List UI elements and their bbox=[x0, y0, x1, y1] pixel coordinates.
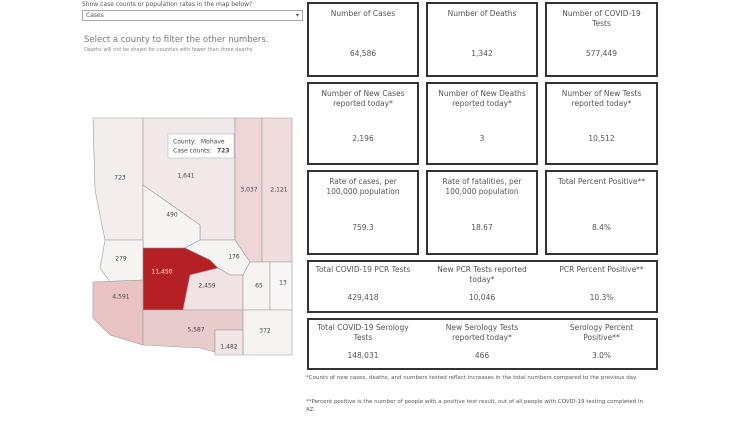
tile-value: 466 bbox=[474, 351, 490, 360]
tooltip-label: Case counts: bbox=[173, 148, 212, 155]
tile: New PCR Tests reported today* 10,046 bbox=[426, 260, 538, 313]
county-label: 2,459 bbox=[198, 283, 215, 290]
tile-title: Number of Cases bbox=[330, 9, 396, 18]
county-label: 279 bbox=[115, 256, 127, 263]
county-label: 372 bbox=[259, 328, 271, 335]
county-label: 176 bbox=[228, 254, 240, 261]
tooltip-label: County: bbox=[173, 139, 196, 146]
tile-group bbox=[307, 260, 658, 313]
county-label: 2,121 bbox=[270, 187, 287, 194]
tile-title: Total Percent Positive** bbox=[558, 177, 645, 186]
instruction: Select a county to filter the other numb… bbox=[84, 35, 269, 45]
tile: PCR Percent Positive** 10.3% bbox=[545, 260, 658, 313]
county-label: 13 bbox=[279, 280, 287, 287]
tile: Rate of cases, per 100,000 population 759… bbox=[307, 170, 419, 255]
county-label: 1,482 bbox=[220, 344, 237, 351]
footnote: *Counts of new cases, deaths, and number… bbox=[306, 375, 638, 381]
note: Deaths will not be shown for counties wi… bbox=[84, 47, 253, 53]
county-label: 4,591 bbox=[112, 294, 129, 301]
tile: Number of COVID-19 Tests 577,449 bbox=[545, 2, 658, 77]
tile-value: 1,342 bbox=[471, 49, 493, 58]
tile: Rate of fatalities, per 100,000 populati… bbox=[426, 170, 538, 255]
tile: Total COVID-19 PCR Tests 429,418 bbox=[307, 260, 419, 313]
tooltip-value: Mohave bbox=[201, 139, 225, 146]
county-map: 723 1,641 3,037 2,121 490 279 176 11,450 2,459 65… bbox=[92, 117, 293, 356]
tile-value: 10,512 bbox=[588, 134, 615, 143]
tile-title: PCR Percent Positive** bbox=[559, 265, 644, 274]
tile: Number of New Cases reported today* 2,196 bbox=[307, 82, 419, 165]
tile-title: Serology Percent Positive** bbox=[569, 323, 634, 342]
tile-value: 3 bbox=[479, 134, 485, 143]
county-label: 65 bbox=[255, 283, 263, 290]
tile-value: 8.4% bbox=[591, 223, 612, 232]
tile-title: Number of New Deaths reported today* bbox=[438, 89, 526, 108]
county-label: 5,587 bbox=[187, 327, 204, 334]
tooltip-value: 723 bbox=[217, 148, 230, 155]
tile: Number of Cases 64,586 bbox=[307, 2, 419, 77]
footnote: **Percent positive is the number of peop… bbox=[306, 399, 644, 413]
tile-title: Number of Deaths bbox=[447, 9, 517, 18]
tile-value: 759.3 bbox=[352, 223, 374, 232]
county-label: 1,641 bbox=[177, 173, 194, 180]
tile-title: Rate of cases, per 100,000 population bbox=[326, 177, 400, 196]
tile: Number of New Deaths reported today* 3 bbox=[426, 82, 538, 165]
tile-title: New Serology Tests reported today* bbox=[445, 323, 519, 342]
tile: Serology Percent Positive** 3.0% bbox=[545, 318, 658, 370]
tile-title: Number of New Cases reported today* bbox=[321, 89, 405, 108]
tooltip bbox=[167, 133, 235, 159]
county-label: 11,450 bbox=[152, 269, 173, 276]
tile-title: Total COVID-19 Serology Tests bbox=[317, 323, 409, 342]
dropdown-value: Cases bbox=[86, 12, 104, 19]
tile-value: 10,046 bbox=[468, 293, 496, 302]
tile-value: 148,031 bbox=[347, 351, 379, 360]
tile: New Serology Tests reported today* 466 bbox=[426, 318, 538, 370]
dropdown-arrow: ▾ bbox=[295, 12, 299, 19]
tile-value: 64,586 bbox=[349, 49, 377, 58]
tile: Number of Deaths 1,342 bbox=[426, 2, 538, 77]
tile: Number of New Tests reported today* 10,51… bbox=[545, 82, 658, 165]
dropdown[interactable]: Cases ▾ bbox=[82, 10, 303, 21]
county-label: 723 bbox=[114, 175, 126, 182]
tile-value: 577,449 bbox=[585, 49, 617, 58]
county-label: 490 bbox=[166, 212, 178, 219]
county-label: 3,037 bbox=[240, 187, 257, 194]
county[interactable] bbox=[214, 329, 244, 356]
tile-title: Number of New Tests reported today* bbox=[561, 89, 642, 108]
prompt: Show case counts or population rates in … bbox=[82, 1, 253, 8]
tile-title: Rate of fatalities, per 100,000 populati… bbox=[442, 177, 522, 196]
tile-title: Number of COVID-19 Tests bbox=[562, 9, 641, 28]
tile-group bbox=[307, 318, 658, 370]
tile-value: 18.67 bbox=[471, 223, 493, 232]
tile-value: 3.0% bbox=[591, 351, 612, 360]
tile-title: New PCR Tests reported today* bbox=[437, 265, 527, 284]
tile-value: 2,196 bbox=[352, 134, 374, 143]
tile: Total Percent Positive** 8.4% bbox=[545, 170, 658, 255]
tile-value: 429,418 bbox=[347, 293, 379, 302]
tile-value: 10.3% bbox=[589, 293, 614, 302]
tile-title: Total COVID-19 PCR Tests bbox=[315, 265, 411, 274]
tile: Total COVID-19 Serology Tests 148,031 bbox=[307, 318, 419, 370]
county[interactable] bbox=[92, 279, 144, 346]
